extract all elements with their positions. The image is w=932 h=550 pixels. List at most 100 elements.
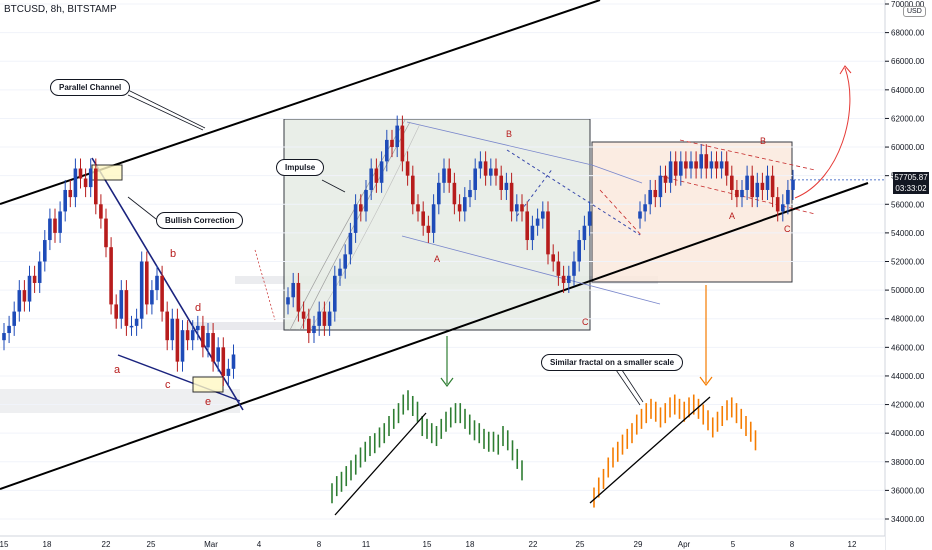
candle-body	[88, 168, 93, 188]
last-price-value: 57705.87	[894, 173, 928, 182]
bullish-correction-label: Bullish Correction	[156, 212, 244, 229]
candle-body	[638, 211, 642, 219]
price-axis[interactable]: 34000.00 36000.00 38000.00 40000.00 42000.00…	[885, 0, 925, 524]
candle-body	[78, 168, 83, 179]
time-axis[interactable]: 15 18 22 25 Mar 4 8 11 15 18 22 25 29 Apr 5 8 12	[0, 540, 857, 549]
candle-body	[170, 318, 175, 341]
impulse-pointer	[321, 179, 346, 193]
projection-arrowhead	[839, 65, 852, 75]
candle-body	[457, 204, 462, 212]
candle-body	[745, 175, 749, 190]
candle-body	[781, 204, 785, 212]
channel-pointer	[127, 89, 206, 129]
y-tick-label: 44000.00	[891, 372, 925, 381]
candle-body	[364, 189, 368, 212]
candle-body	[216, 347, 220, 362]
candle-body	[322, 311, 327, 326]
candle-body	[643, 204, 647, 212]
similar-fractal-label: Similar fractal on a smaller scale	[541, 354, 684, 371]
candle-body	[211, 333, 215, 362]
candle-body	[663, 175, 668, 183]
candle-body	[206, 333, 210, 348]
candle-body	[63, 189, 67, 212]
x-tick-label: 4	[257, 540, 262, 549]
candle-body	[145, 261, 149, 305]
candle-body	[416, 204, 420, 212]
y-tick-label: 66000.00	[891, 57, 925, 66]
wave-label-B-right: B	[760, 136, 767, 146]
candle-body	[104, 218, 108, 248]
x-tick-label: 15	[0, 540, 9, 549]
candle-body	[525, 211, 529, 241]
candle-body	[515, 204, 519, 212]
candle-body	[348, 232, 353, 255]
candle-body	[48, 218, 52, 241]
candle-body	[535, 218, 540, 226]
wedge-lower-line	[117, 354, 241, 402]
candle-body	[673, 161, 678, 176]
x-tick-label: 25	[576, 540, 585, 549]
candle-body	[730, 175, 734, 190]
currency-badge[interactable]: USD	[903, 6, 926, 17]
x-tick-label: 22	[102, 540, 111, 549]
candle-body	[379, 161, 384, 183]
mid-upper-line	[406, 121, 593, 166]
price-grid	[0, 3, 885, 520]
candle-body	[175, 318, 180, 362]
y-tick-label: 62000.00	[891, 114, 925, 123]
candle-body	[317, 311, 321, 326]
wave-label-A-mid: A	[434, 254, 441, 264]
candle-body	[426, 225, 431, 233]
candle-body	[369, 168, 373, 190]
wave-label-e: e	[205, 396, 212, 408]
candle-body	[190, 330, 195, 341]
candle-body	[770, 175, 775, 198]
x-tick-label: 18	[43, 540, 52, 549]
candle-body	[483, 161, 488, 176]
candle-body	[201, 325, 205, 348]
y-tick-label: 52000.00	[891, 258, 925, 267]
candle-body	[421, 211, 425, 226]
orange-arrow-head	[699, 376, 713, 386]
candle-body	[755, 182, 760, 198]
candle-body	[405, 161, 410, 176]
candle-body	[180, 330, 185, 362]
candle-body	[43, 240, 47, 262]
candle-body	[37, 261, 42, 283]
y-tick-label: 40000.00	[891, 429, 925, 438]
candle-body	[27, 275, 32, 302]
mid-dashed-line-2	[516, 167, 554, 217]
x-tick-label: 8	[790, 540, 795, 549]
correction-pointer	[127, 196, 157, 220]
x-tick-label: Apr	[678, 540, 691, 549]
x-tick-label: 25	[147, 540, 156, 549]
fractal-pointer	[613, 366, 641, 406]
x-tick-label: 11	[362, 540, 371, 549]
wave-label-B-mid: B	[506, 129, 513, 139]
wave-label-C-right: C	[784, 224, 791, 234]
candle-body	[327, 311, 332, 326]
support-zone-left	[0, 389, 240, 413]
projection-curve	[794, 67, 851, 199]
channel-pointer	[127, 94, 204, 131]
candle-body	[740, 189, 744, 198]
candle-body	[684, 161, 688, 169]
candle-body	[32, 275, 37, 283]
candle-body	[338, 268, 342, 276]
candle-body	[760, 182, 765, 190]
candle-body	[58, 211, 62, 233]
candle-body	[139, 261, 144, 319]
candle-body	[114, 304, 118, 319]
candle-body	[374, 168, 379, 183]
wave-label-A-right: A	[729, 211, 736, 221]
x-tick-label: Mar	[204, 540, 218, 549]
y-tick-label: 50000.00	[891, 286, 925, 295]
y-tick-label: 48000.00	[891, 315, 925, 324]
candle-body	[679, 161, 683, 176]
candle-body	[709, 161, 714, 169]
candle-body	[582, 225, 587, 241]
fractal-trendline	[334, 412, 427, 516]
candle-body	[160, 275, 164, 312]
candle-body	[648, 189, 652, 205]
